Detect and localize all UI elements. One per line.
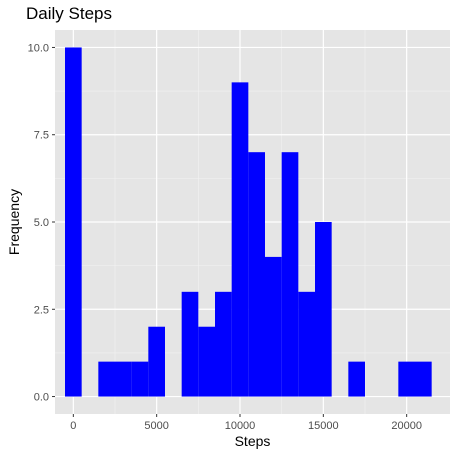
y-axis-title: Frequency [6, 189, 22, 255]
x-tick-label: 15000 [308, 420, 339, 432]
histogram-bar [398, 361, 415, 397]
x-tick-label: 0 [70, 420, 76, 432]
histogram-bar [315, 222, 332, 397]
x-axis-title: Steps [235, 433, 271, 449]
y-axis-ticks: 0.0 2.5 5.0 7.5 10.0 [28, 42, 55, 404]
histogram-bar [265, 256, 282, 397]
x-tick-label: 5000 [144, 420, 168, 432]
histogram-bar [348, 361, 365, 397]
histogram-bar [415, 361, 432, 397]
histogram-bar [98, 361, 115, 397]
histogram-bars [65, 47, 432, 397]
histogram-bar [281, 152, 299, 397]
x-tick-label: 10000 [225, 420, 256, 432]
histogram-bar [181, 291, 199, 397]
histogram-bar [298, 291, 315, 397]
y-tick-label: 0.0 [34, 392, 49, 404]
y-tick-label: 7.5 [34, 130, 49, 142]
histogram-bar [215, 291, 232, 397]
histogram-bar [148, 326, 165, 397]
y-tick-label: 10.0 [28, 42, 49, 54]
histogram-bar [131, 361, 149, 397]
histogram-bar [248, 152, 265, 397]
histogram-bar [198, 326, 215, 397]
histogram-bar [115, 361, 132, 397]
y-tick-label: 2.5 [34, 304, 49, 316]
chart-title: Daily Steps [26, 4, 112, 23]
y-tick-label: 5.0 [34, 217, 49, 229]
x-axis-ticks: 0 5000 10000 15000 20000 [70, 414, 422, 432]
histogram-bar [65, 47, 82, 397]
x-tick-label: 20000 [391, 420, 422, 432]
histogram-bar [231, 82, 249, 397]
